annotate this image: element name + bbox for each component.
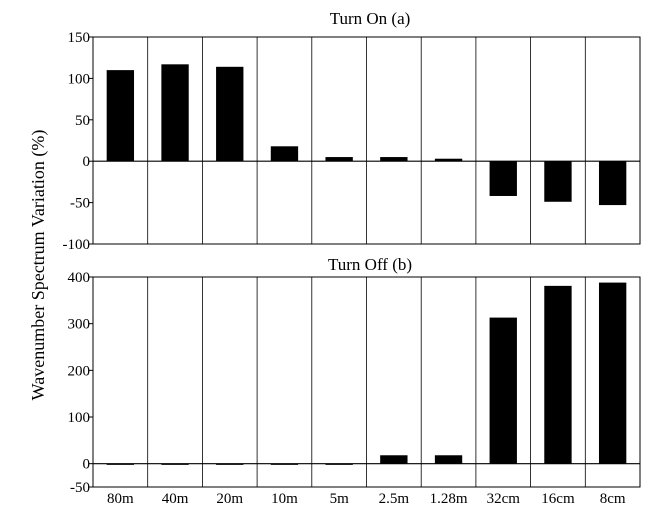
y-axis-label: Wavenumber Spectrum Variation (%) (28, 130, 49, 401)
panel-b-bar-16cm (544, 285, 572, 464)
panel-a-title: Turn On (a) (330, 9, 411, 28)
panel-b-bar-8cm (598, 282, 627, 464)
panel-a-ytick-label: 150 (68, 30, 91, 46)
panel-b-bar-5m (325, 463, 353, 465)
panel-turn-off: Turn Off (b) -50 0 100 200 300 400 80m 40m 20m 10… (68, 255, 641, 507)
panel-a-ytick-label: 0 (83, 154, 91, 170)
panel-a-ytick-label: -50 (70, 196, 90, 212)
x-category-label: 20m (216, 491, 243, 507)
panel-b-bar-80m (106, 463, 135, 465)
x-category-label: 1.28m (430, 491, 468, 507)
x-category-label: 10m (271, 491, 298, 507)
panel-b-ytick-label: 0 (83, 457, 91, 473)
panel-a-bar-80m (106, 70, 135, 162)
panel-a-ytick-label: 100 (68, 71, 91, 87)
panel-a-bar-8cm (598, 161, 627, 206)
panel-b-ytick-label: -50 (70, 480, 90, 496)
panel-b-ytick-label: 300 (68, 317, 91, 333)
panel-a-bar-32cm (489, 161, 517, 196)
panel-b-ytick-label: 200 (68, 363, 91, 379)
panel-a-bar-1.28m (434, 158, 463, 162)
panel-a-bar-5m (325, 157, 353, 162)
panel-a-ytick-label: 50 (75, 113, 90, 129)
x-category-label: 2.5m (379, 491, 410, 507)
panel-a-bar-16cm (544, 161, 572, 202)
panel-b-bar-32cm (489, 317, 517, 464)
panel-b-bar-20m (216, 463, 244, 465)
x-category-label: 8cm (600, 491, 626, 507)
panel-b-bar-1.28m (434, 455, 463, 464)
panel-b-title: Turn Off (b) (328, 255, 412, 274)
x-category-label: 16cm (541, 491, 575, 507)
panel-turn-on: Turn On (a) -100 -50 0 50 100 150 (63, 9, 641, 253)
panel-a-bar-20m (216, 66, 244, 162)
panel-a-bar-2.5m (380, 157, 408, 162)
panel-b-bar-40m (161, 463, 189, 465)
panel-b-ytick-label: 100 (68, 410, 91, 426)
x-category-label: 5m (330, 491, 350, 507)
x-category-label: 40m (162, 491, 189, 507)
panel-b-ytick-label: 400 (68, 270, 91, 286)
panel-b-bar-10m (270, 463, 299, 465)
x-category-label: 80m (107, 491, 134, 507)
panel-a-bar-40m (161, 64, 189, 162)
panel-a-ytick-label: -100 (63, 237, 91, 253)
x-category-label: 32cm (487, 491, 521, 507)
panel-a-bar-10m (270, 146, 299, 162)
panel-b-bar-2.5m (380, 455, 408, 464)
